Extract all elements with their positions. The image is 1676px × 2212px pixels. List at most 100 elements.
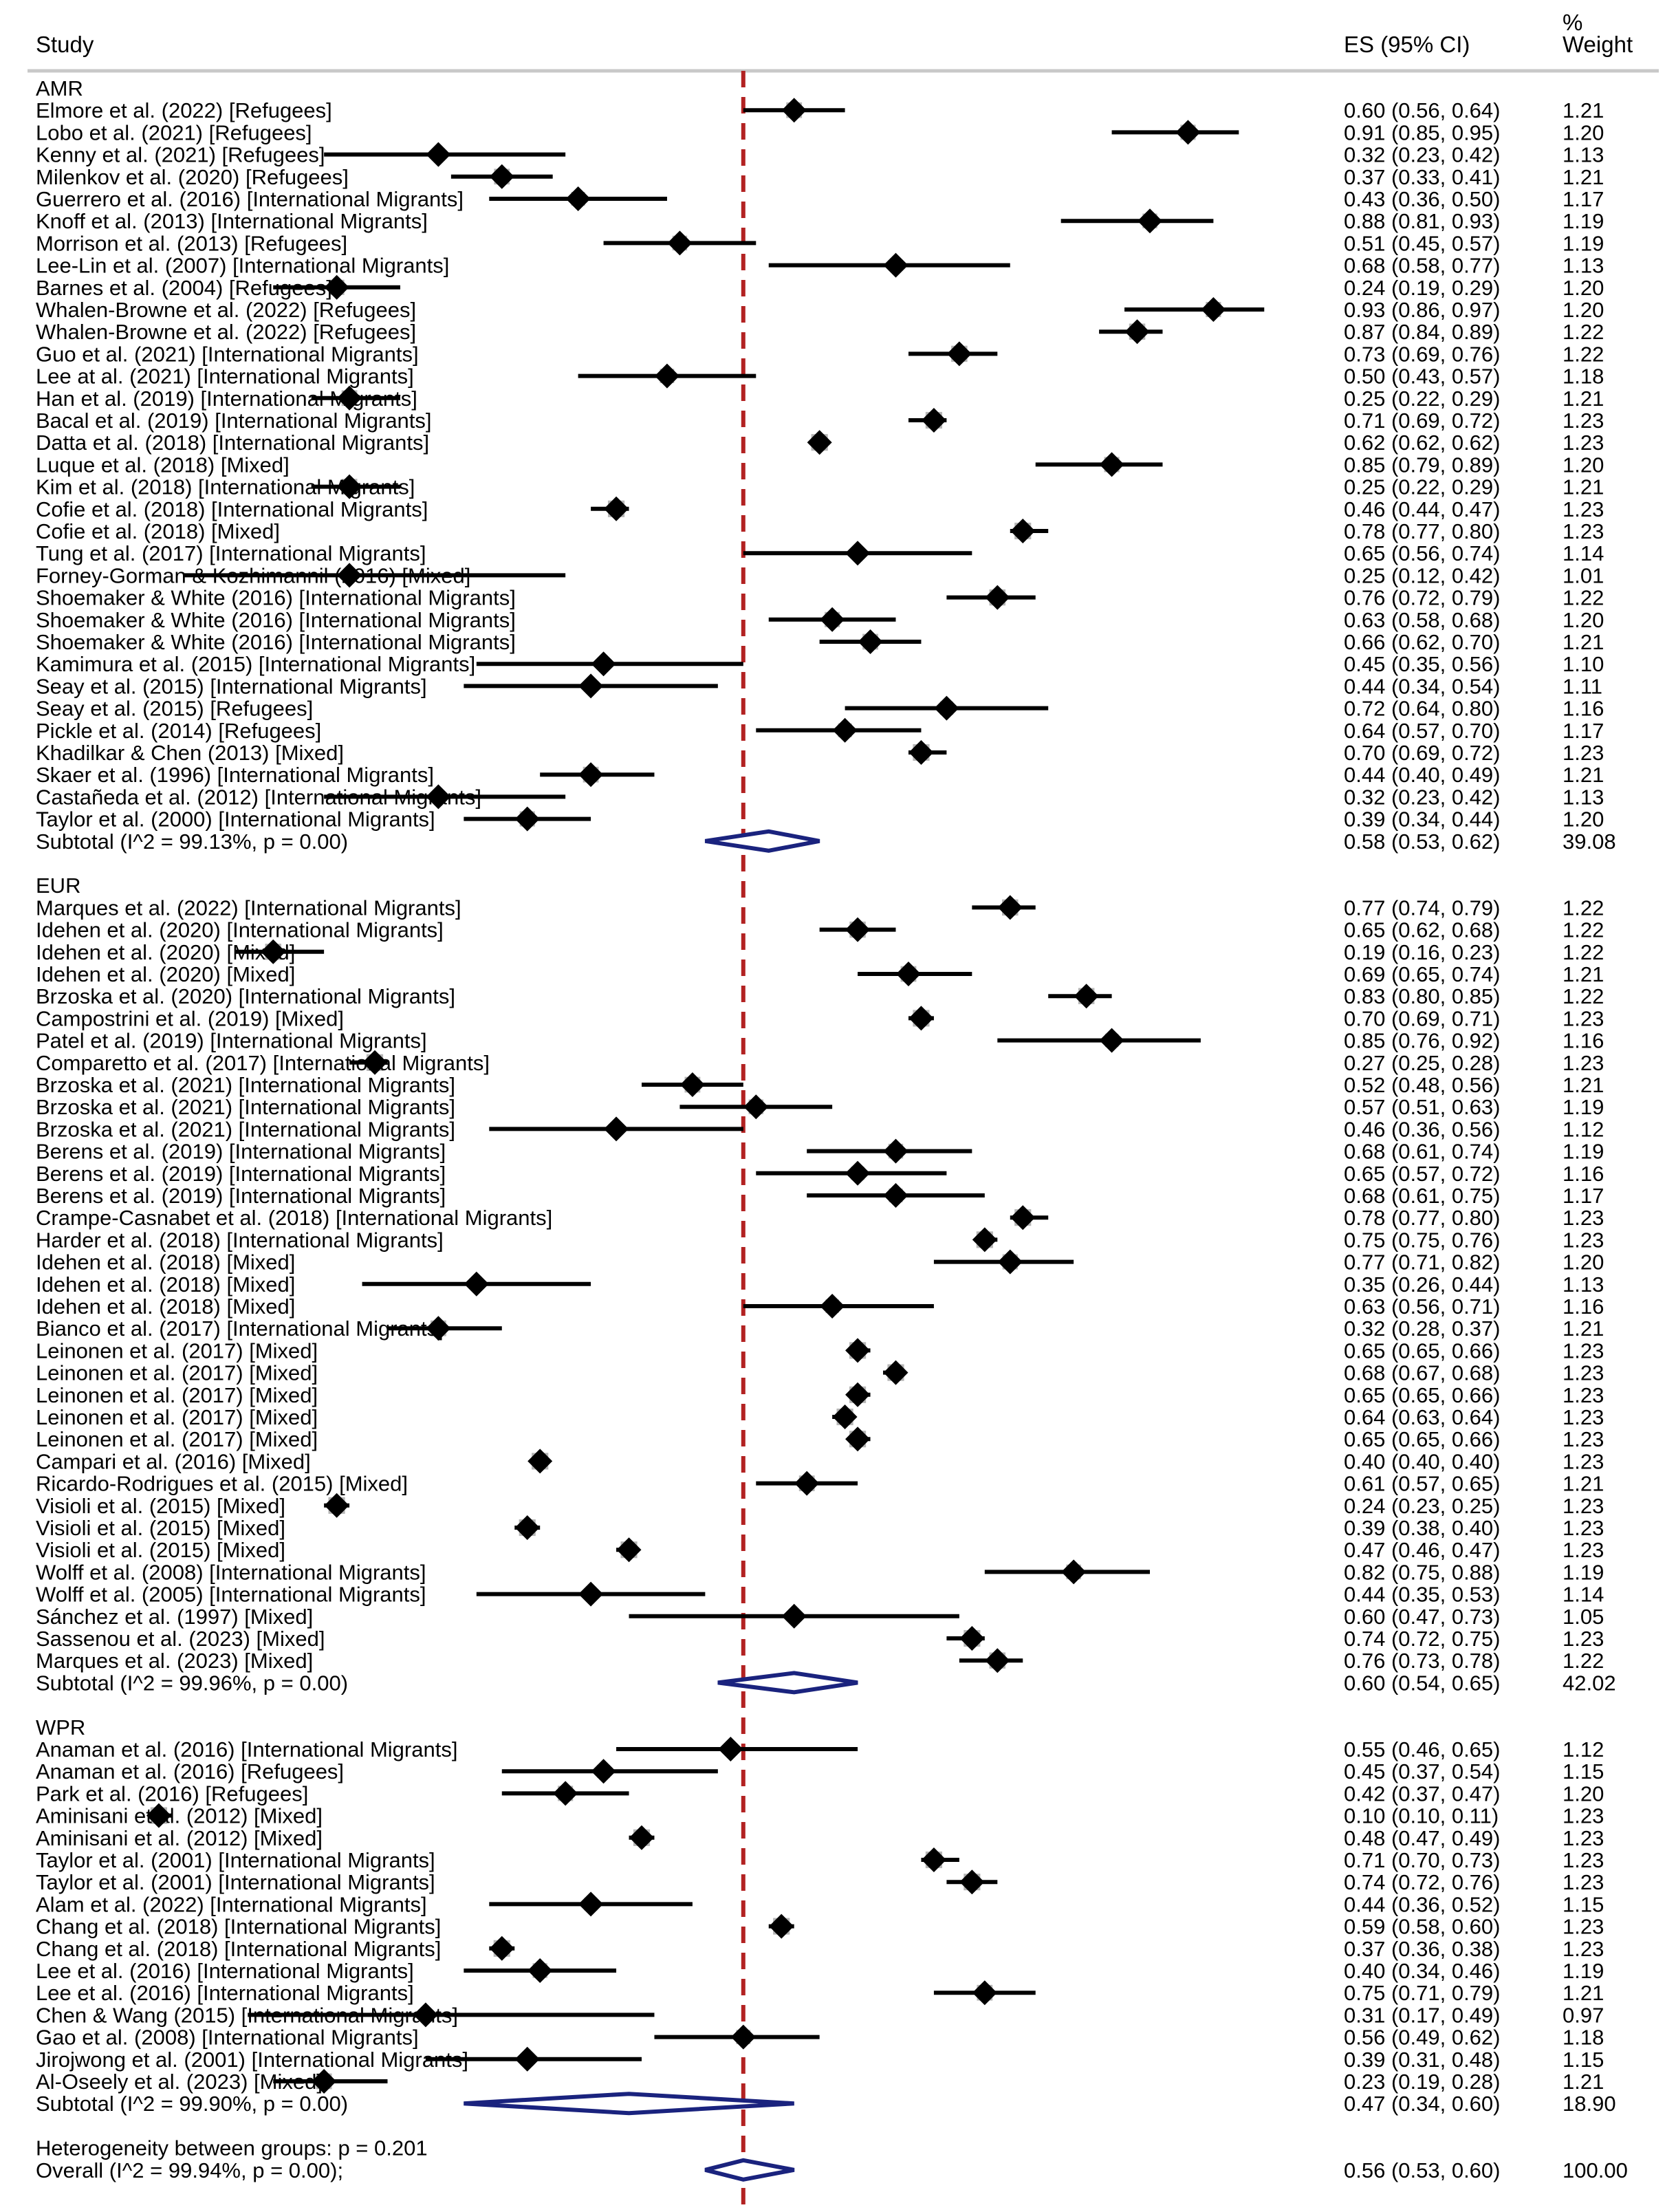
effect-size-ci: 0.48 (0.47, 0.49)	[1344, 1826, 1501, 1850]
weight-value: 1.23	[1563, 1338, 1604, 1363]
overall-effect-size-ci: 0.56 (0.53, 0.60)	[1344, 2158, 1501, 2182]
weight-value: 1.21	[1563, 475, 1604, 499]
effect-size-ci: 0.85 (0.76, 0.92)	[1344, 1029, 1501, 1053]
study-row	[476, 1581, 706, 1607]
study-row	[743, 541, 972, 566]
effect-size-ci: 0.68 (0.67, 0.68)	[1344, 1361, 1501, 1385]
study-row	[514, 1515, 541, 1540]
effect-size-ci: 0.77 (0.74, 0.79)	[1344, 896, 1501, 920]
effect-size-ci: 0.51 (0.45, 0.57)	[1344, 231, 1501, 255]
effect-size-ci: 0.44 (0.36, 0.52)	[1344, 1892, 1501, 1916]
study-label: Gao et al. (2008) [International Migrant…	[36, 2026, 419, 2050]
weight-value: 1.22	[1563, 918, 1604, 942]
effect-size-ci: 0.65 (0.57, 0.72)	[1344, 1162, 1501, 1186]
effect-size-ci: 0.45 (0.35, 0.56)	[1344, 652, 1501, 676]
study-label: Kim et al. (2018) [International Migrant…	[36, 475, 415, 499]
study-row	[908, 408, 947, 433]
study-label: Aminisani et al. (2012) [Mixed]	[36, 1826, 323, 1850]
weight-value: 1.21	[1563, 1981, 1604, 2005]
study-row	[768, 252, 1010, 278]
effect-size-ci: 0.82 (0.75, 0.88)	[1344, 1560, 1501, 1584]
study-row	[845, 1427, 871, 1452]
study-row	[984, 1559, 1150, 1585]
subtotal-diamond	[704, 829, 820, 853]
weight-value: 1.13	[1563, 785, 1604, 809]
study-row	[425, 2046, 642, 2072]
subtotal-diamond	[464, 2092, 794, 2116]
effect-size-ci: 0.68 (0.58, 0.77)	[1344, 254, 1501, 278]
effect-size-ci: 0.65 (0.56, 0.74)	[1344, 541, 1501, 565]
weight-value: 1.14	[1563, 541, 1604, 565]
effect-size-ci: 0.25 (0.22, 0.29)	[1344, 475, 1501, 499]
point-estimate-marker	[972, 1227, 997, 1253]
point-estimate-marker	[883, 1138, 908, 1164]
effect-size-ci: 0.46 (0.36, 0.56)	[1344, 1117, 1501, 1141]
study-row	[273, 274, 400, 300]
study-label: Castañeda et al. (2012) [International M…	[36, 785, 481, 809]
study-row	[1010, 519, 1049, 543]
weight-value: 1.21	[1563, 98, 1604, 122]
study-row	[845, 695, 1049, 721]
point-estimate-marker	[489, 1936, 514, 1961]
study-label: Idehen et al. (2020) [Mixed]	[36, 940, 295, 964]
study-label: Brzoska et al. (2021) [International Mig…	[36, 1095, 455, 1119]
point-estimate-marker	[413, 2002, 438, 2028]
study-label: Guerrero et al. (2016) [International Mi…	[36, 187, 464, 211]
study-row	[946, 585, 1036, 610]
weight-value: 1.20	[1563, 608, 1604, 632]
study-row	[464, 673, 718, 699]
effect-size-ci: 0.62 (0.62, 0.62)	[1344, 431, 1501, 455]
study-label: Anaman et al. (2016) [Refugees]	[36, 1759, 344, 1783]
study-label: Sassenou et al. (2023) [Mixed]	[36, 1627, 325, 1651]
point-estimate-marker	[337, 474, 362, 499]
weight-value: 1.18	[1563, 365, 1604, 389]
study-label: Idehen et al. (2018) [Mixed]	[36, 1272, 295, 1297]
study-row	[946, 1869, 998, 1895]
point-estimate-marker	[565, 186, 591, 211]
overall-weight: 100.00	[1563, 2158, 1628, 2182]
weight-value: 1.23	[1563, 1051, 1604, 1075]
weight-value: 1.21	[1563, 763, 1604, 787]
subtotal-effect-size-ci: 0.47 (0.34, 0.60)	[1344, 2092, 1501, 2116]
point-estimate-marker	[820, 1294, 845, 1319]
point-estimate-marker	[845, 917, 871, 942]
study-row	[146, 1803, 172, 1828]
effect-size-ci: 0.19 (0.16, 0.23)	[1344, 940, 1501, 964]
study-row	[450, 164, 553, 189]
effect-size-ci: 0.78 (0.77, 0.80)	[1344, 1206, 1501, 1230]
subtotal-label: Subtotal (I^2 = 99.96%, p = 0.00)	[36, 1671, 348, 1695]
point-estimate-marker	[832, 1405, 858, 1429]
study-row	[858, 962, 972, 986]
study-label: Anaman et al. (2016) [International Migr…	[36, 1737, 457, 1761]
study-label: Berens et al. (2019) [International Migr…	[36, 1140, 446, 1164]
study-row	[591, 496, 629, 521]
point-estimate-marker	[997, 1249, 1023, 1275]
point-estimate-marker	[527, 1449, 553, 1474]
overall-diamond	[704, 2158, 795, 2182]
subtotal-effect-size-ci: 0.58 (0.53, 0.62)	[1344, 830, 1501, 854]
weight-value: 1.19	[1563, 209, 1604, 233]
weight-value: 1.22	[1563, 586, 1604, 610]
study-label: Shoemaker & White (2016) [International …	[36, 630, 516, 654]
effect-size-ci: 0.10 (0.10, 0.11)	[1344, 1804, 1499, 1828]
point-estimate-marker	[591, 1759, 616, 1784]
subtotal-diamond	[717, 1671, 858, 1695]
study-label: Taylor et al. (2001) [International Migr…	[36, 1870, 435, 1894]
weight-value: 1.23	[1563, 1627, 1604, 1651]
weight-value: 1.23	[1563, 1826, 1604, 1850]
weight-value: 1.13	[1563, 1272, 1604, 1297]
study-label: Cofie et al. (2018) [Mixed]	[36, 519, 280, 543]
point-estimate-marker	[578, 673, 604, 699]
effect-size-ci: 0.24 (0.23, 0.25)	[1344, 1494, 1501, 1518]
weight-value: 1.23	[1563, 409, 1604, 433]
study-row	[1099, 319, 1163, 345]
study-row	[489, 1891, 693, 1917]
point-estimate-marker	[146, 1803, 171, 1828]
point-estimate-marker	[769, 1913, 794, 1939]
effect-size-ci: 0.78 (0.77, 0.80)	[1344, 519, 1501, 543]
study-row	[845, 1338, 871, 1363]
study-label: Idehen et al. (2018) [Mixed]	[36, 1250, 295, 1275]
point-estimate-marker	[667, 230, 693, 256]
study-row	[616, 1737, 858, 1761]
